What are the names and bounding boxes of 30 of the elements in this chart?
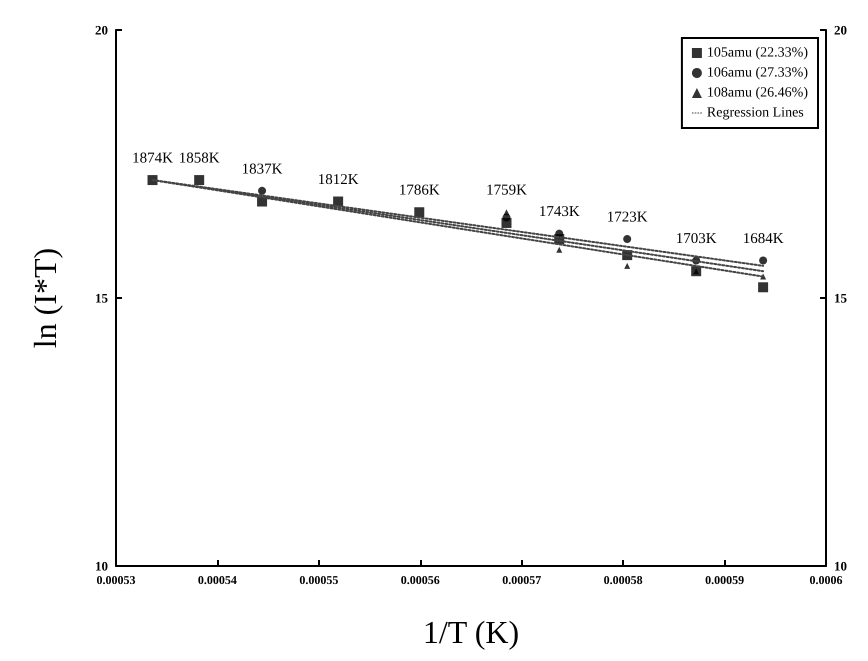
legend-label: 106amu (27.33%) — [706, 66, 808, 80]
annotation: 1874K — [132, 150, 174, 167]
x-tick-label: 0.00059 — [705, 573, 744, 587]
y2-tick-label: 20 — [834, 22, 847, 38]
x-tick-label: 0.00054 — [198, 573, 237, 587]
y-axis-title: ln (I*T) — [27, 248, 63, 348]
annotation: 1837K — [242, 161, 283, 178]
x-tick-label: 0.00056 — [400, 573, 440, 587]
x-tick-label: 0.00058 — [604, 573, 643, 587]
annotation: 1786K — [398, 182, 440, 199]
x-axis-title: 1/T (K) — [422, 614, 520, 650]
annotation: 1858K — [178, 150, 220, 167]
x-tick-label: 0.00057 — [502, 573, 542, 587]
y2-tick-label: 15 — [834, 290, 848, 306]
x-tick-label: 0.00053 — [96, 573, 136, 587]
annotation: 1684K — [742, 230, 784, 247]
legend-label: 105amu (22.33%) — [706, 46, 808, 60]
annotation: 1812K — [318, 172, 359, 188]
legend-label: 108amu (26.46%) — [706, 86, 808, 100]
annotation: 1703K — [676, 230, 717, 247]
annotation: 1759K — [486, 182, 528, 199]
y2-tick-label: 10 — [834, 558, 847, 574]
y-tick-label: 10 — [95, 558, 108, 574]
legend-label: Regression Lines — [706, 106, 804, 120]
x-tick-label: 0.0006 — [810, 573, 842, 587]
y-tick-label: 15 — [95, 290, 108, 306]
x-tick-label: 0.00055 — [299, 573, 338, 587]
annotation: 1723K — [606, 210, 648, 226]
annotation: 1743K — [538, 204, 580, 220]
y-tick-label: 20 — [95, 22, 108, 38]
